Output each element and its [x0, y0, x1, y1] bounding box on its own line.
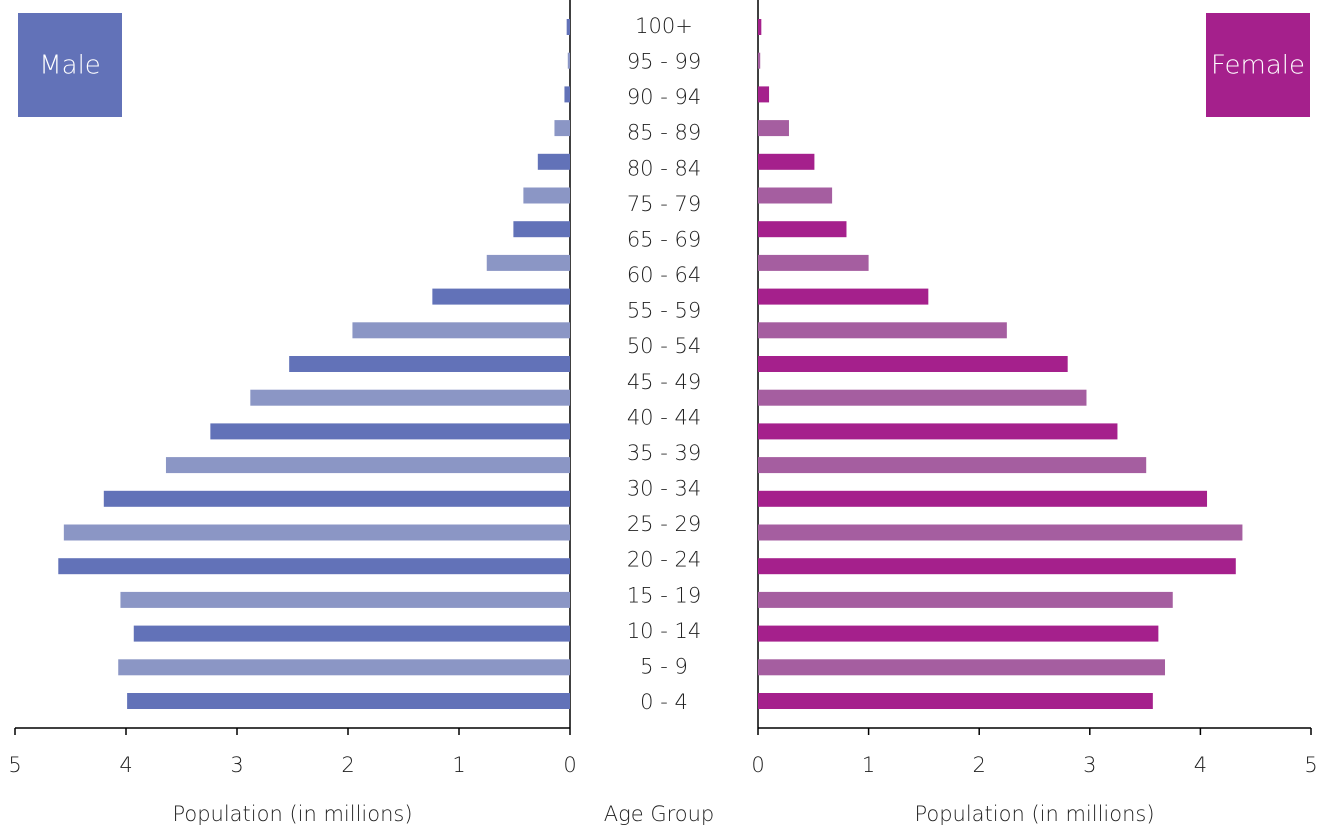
x-tick-label: 4 — [1194, 753, 1207, 777]
bar — [758, 52, 761, 69]
bar — [289, 356, 570, 372]
x-tick-label: 3 — [230, 753, 243, 777]
legend-label: Female — [1211, 51, 1305, 81]
category-label: 45 - 49 — [627, 370, 701, 394]
legend-label: Male — [39, 51, 101, 81]
bar — [758, 490, 1208, 507]
bar — [758, 86, 770, 103]
bar — [564, 86, 570, 103]
bar — [127, 693, 571, 709]
x-tick-label: 5 — [8, 753, 21, 777]
bar — [120, 591, 570, 608]
bar — [758, 288, 929, 305]
x-tick-label: 0 — [563, 753, 576, 777]
bar — [567, 52, 570, 69]
bar — [758, 591, 1173, 608]
x-tick-label: 1 — [862, 753, 875, 777]
category-label: 55 - 59 — [627, 299, 701, 323]
x-tick-label: 2 — [973, 753, 986, 777]
x-axis-label: Population (in millions) — [172, 802, 412, 826]
bar — [758, 389, 1087, 406]
bar — [758, 356, 1068, 372]
bar — [118, 659, 570, 676]
x-tick-label: 3 — [1083, 753, 1096, 777]
bar — [486, 254, 570, 271]
bar — [58, 558, 570, 575]
bar — [758, 558, 1236, 575]
x-tick-label: 5 — [1304, 753, 1317, 777]
category-label: 65 - 69 — [627, 227, 701, 251]
bar — [103, 490, 571, 507]
bar — [758, 153, 815, 170]
bar — [537, 153, 570, 170]
x-tick-label: 4 — [119, 753, 132, 777]
legend-swatch — [1206, 13, 1310, 117]
x-tick-label: 0 — [751, 753, 764, 777]
category-label: 90 - 94 — [627, 85, 701, 109]
category-label: 80 - 84 — [627, 156, 701, 180]
x-tick-label: 1 — [452, 753, 465, 777]
category-label: 30 - 34 — [627, 477, 701, 501]
bar — [758, 254, 869, 271]
bar — [210, 423, 571, 440]
bar — [758, 423, 1118, 440]
bar — [758, 625, 1159, 642]
category-label: 35 - 39 — [627, 441, 701, 465]
bar — [432, 288, 570, 305]
x-axis-label: Population (in millions) — [914, 802, 1154, 826]
category-label: 95 - 99 — [627, 50, 701, 74]
bar — [513, 221, 570, 238]
category-label: 75 - 79 — [627, 192, 701, 216]
bar — [133, 625, 570, 642]
bar — [758, 659, 1166, 676]
category-label: 0 - 4 — [640, 690, 688, 714]
category-label: 50 - 54 — [627, 334, 701, 358]
bar — [758, 19, 762, 35]
x-tick-label: 2 — [341, 753, 354, 777]
category-label: 10 - 14 — [627, 619, 701, 643]
bar — [758, 693, 1153, 709]
category-label: 40 - 44 — [627, 405, 701, 429]
bar — [758, 120, 789, 137]
bar — [566, 19, 570, 35]
category-label: 15 - 19 — [627, 583, 701, 607]
bar — [523, 187, 570, 204]
category-label: 20 - 24 — [627, 548, 701, 572]
bar — [250, 389, 570, 406]
category-label: 5 - 9 — [640, 654, 688, 678]
category-label: 60 - 64 — [627, 263, 701, 287]
legend-swatch — [18, 13, 122, 117]
bar — [758, 524, 1243, 541]
bar — [758, 187, 833, 204]
bar — [554, 120, 570, 137]
bar — [165, 457, 570, 474]
category-label: 100+ — [635, 14, 693, 38]
center-label: Age Group — [604, 802, 715, 826]
category-label: 25 - 29 — [627, 512, 701, 536]
bar — [352, 322, 570, 339]
bar — [758, 457, 1147, 474]
bar — [63, 524, 571, 541]
bar — [758, 221, 847, 238]
bar — [758, 322, 1007, 339]
category-label: 85 - 89 — [627, 121, 701, 145]
